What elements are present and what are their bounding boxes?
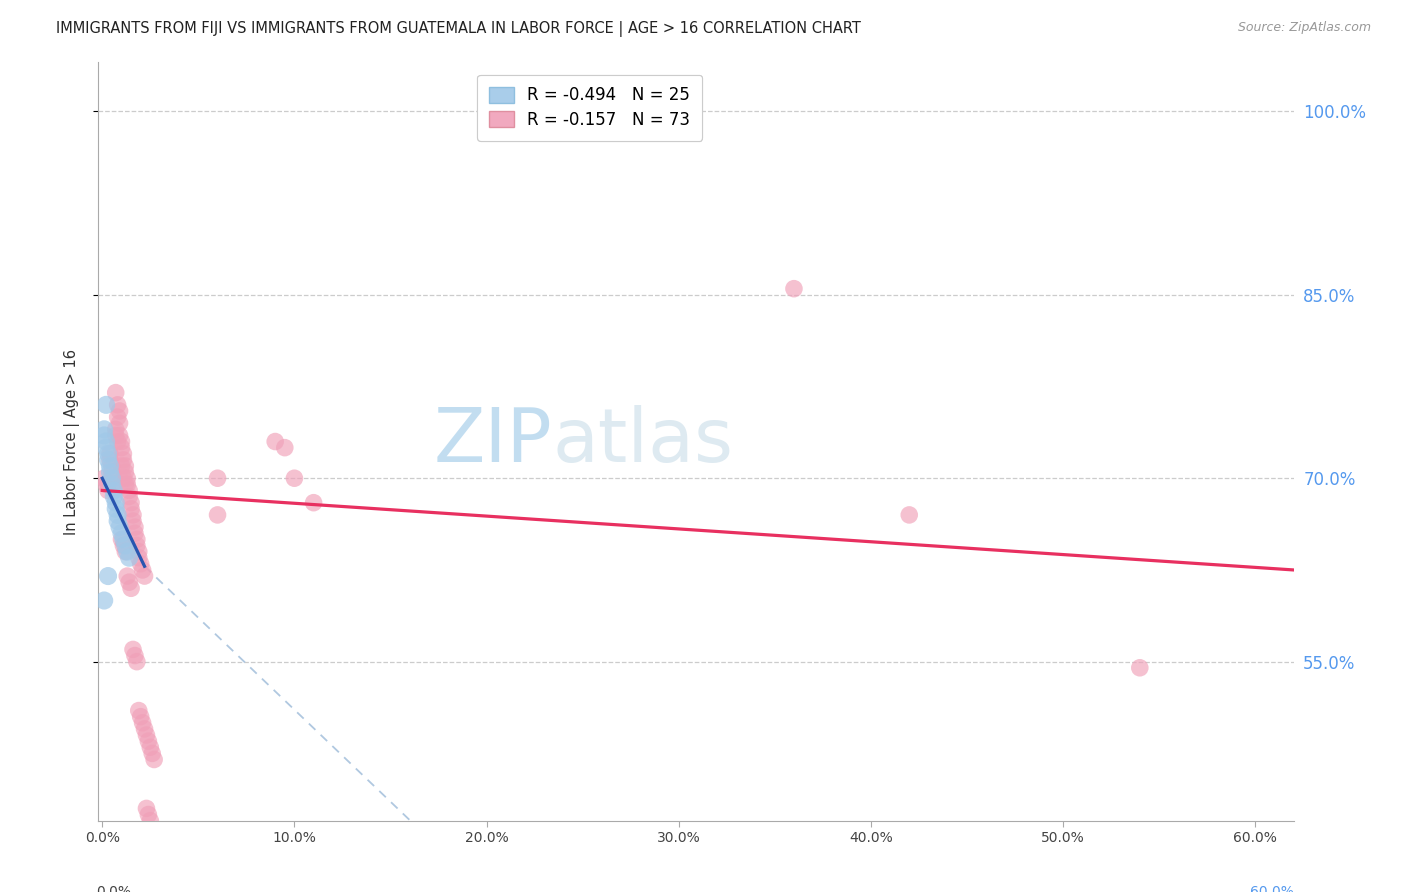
- Point: [93, 593, 115, 607]
- Point: [122, 508, 145, 522]
- Point: [783, 282, 806, 296]
- Point: [94, 398, 117, 412]
- Point: [107, 434, 129, 449]
- Point: [107, 514, 129, 528]
- Point: [139, 814, 162, 828]
- Point: [898, 508, 921, 522]
- Point: [93, 428, 115, 442]
- Point: [101, 465, 124, 479]
- Point: [143, 752, 166, 766]
- Point: [110, 441, 132, 455]
- Point: [97, 453, 120, 467]
- Point: [115, 544, 138, 558]
- Point: [129, 709, 152, 723]
- Point: [112, 447, 135, 461]
- Point: [135, 728, 157, 742]
- Point: [114, 458, 136, 473]
- Point: [110, 526, 132, 541]
- Text: Source: ZipAtlas.com: Source: ZipAtlas.com: [1237, 21, 1371, 35]
- Point: [112, 453, 135, 467]
- Point: [118, 575, 141, 590]
- Point: [131, 563, 153, 577]
- Point: [122, 514, 145, 528]
- Point: [122, 642, 145, 657]
- Point: [125, 533, 148, 547]
- Point: [114, 544, 136, 558]
- Legend: R = -0.494   N = 25, R = -0.157   N = 73: R = -0.494 N = 25, R = -0.157 N = 73: [477, 75, 702, 141]
- Point: [94, 477, 117, 491]
- Point: [207, 508, 229, 522]
- Point: [101, 477, 124, 491]
- Point: [114, 477, 136, 491]
- Point: [112, 533, 135, 547]
- Point: [97, 569, 120, 583]
- Point: [93, 422, 115, 436]
- Point: [104, 501, 127, 516]
- Point: [124, 648, 146, 663]
- Y-axis label: In Labor Force | Age > 16: In Labor Force | Age > 16: [65, 349, 80, 534]
- Point: [1129, 661, 1152, 675]
- Point: [104, 385, 127, 400]
- Point: [115, 569, 138, 583]
- Point: [108, 404, 131, 418]
- Point: [110, 458, 132, 473]
- Point: [101, 471, 124, 485]
- Point: [134, 722, 156, 736]
- Text: atlas: atlas: [553, 405, 734, 478]
- Point: [98, 458, 121, 473]
- Point: [139, 740, 162, 755]
- Point: [98, 465, 121, 479]
- Point: [128, 544, 150, 558]
- Point: [97, 477, 120, 491]
- Point: [112, 539, 135, 553]
- Point: [103, 483, 125, 498]
- Point: [94, 434, 117, 449]
- Point: [110, 533, 132, 547]
- Point: [118, 483, 141, 498]
- Point: [118, 490, 141, 504]
- Point: [104, 422, 127, 436]
- Point: [125, 539, 148, 553]
- Point: [138, 734, 160, 748]
- Point: [302, 496, 325, 510]
- Point: [107, 410, 129, 425]
- Point: [114, 465, 136, 479]
- Point: [207, 471, 229, 485]
- Point: [104, 428, 127, 442]
- Point: [131, 715, 153, 730]
- Text: IMMIGRANTS FROM FIJI VS IMMIGRANTS FROM GUATEMALA IN LABOR FORCE | AGE > 16 CORR: IMMIGRANTS FROM FIJI VS IMMIGRANTS FROM …: [56, 21, 860, 37]
- Point: [120, 496, 142, 510]
- Point: [125, 655, 148, 669]
- Point: [103, 471, 125, 485]
- Point: [115, 471, 138, 485]
- Point: [134, 569, 156, 583]
- Point: [103, 490, 125, 504]
- Text: 60.0%: 60.0%: [1250, 885, 1294, 892]
- Point: [93, 471, 115, 485]
- Point: [94, 441, 117, 455]
- Point: [98, 453, 121, 467]
- Point: [108, 416, 131, 430]
- Point: [98, 447, 121, 461]
- Point: [141, 747, 163, 761]
- Point: [101, 458, 124, 473]
- Point: [103, 477, 125, 491]
- Point: [114, 539, 136, 553]
- Point: [120, 501, 142, 516]
- Point: [107, 508, 129, 522]
- Point: [138, 807, 160, 822]
- Point: [118, 550, 141, 565]
- Point: [107, 398, 129, 412]
- Point: [274, 441, 297, 455]
- Point: [264, 434, 287, 449]
- Point: [97, 447, 120, 461]
- Point: [129, 557, 152, 571]
- Point: [124, 520, 146, 534]
- Point: [104, 496, 127, 510]
- Text: 0.0%: 0.0%: [96, 885, 131, 892]
- Text: ZIP: ZIP: [434, 405, 553, 478]
- Point: [112, 471, 135, 485]
- Point: [283, 471, 305, 485]
- Point: [124, 526, 146, 541]
